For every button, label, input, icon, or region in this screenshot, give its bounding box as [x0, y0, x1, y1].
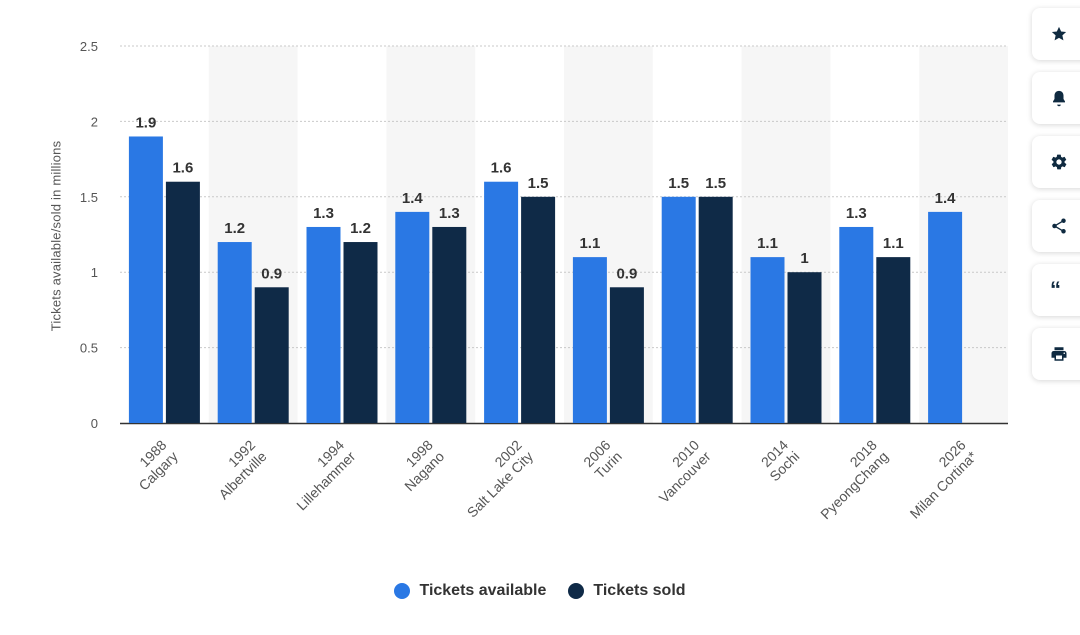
data-label-sold: 1.5	[528, 175, 549, 192]
bar-tickets-available	[661, 196, 696, 423]
y-tick-label: 2	[91, 114, 98, 129]
side-toolbar: “	[1032, 8, 1080, 380]
data-label-sold: 1.1	[883, 235, 904, 252]
bell-icon	[1053, 90, 1065, 107]
bar-tickets-available	[928, 211, 963, 423]
bar-tickets-available	[395, 211, 430, 423]
settings-button[interactable]	[1032, 136, 1080, 188]
bar-tickets-available	[306, 226, 341, 423]
legend-label-available: Tickets available	[419, 582, 547, 599]
y-tick-label: 0.5	[80, 341, 98, 356]
share-icon	[1052, 218, 1066, 234]
legend-item-tickets-available[interactable]: Tickets available	[394, 582, 546, 600]
chart-area: 0 0.5 1 1.5 2 2.5 1.9 1.6 1988 Calgary 1.2 0.9 1992 A…	[48, 39, 1008, 523]
bar-tickets-sold	[521, 196, 556, 423]
y-tick-label: 1.5	[80, 190, 98, 205]
y-axis-label: Tickets available/sold in millions	[48, 140, 64, 332]
quote-icon: “	[1050, 277, 1061, 302]
data-label-sold: 1.5	[705, 175, 726, 192]
bar-tickets-sold	[698, 196, 733, 423]
legend: Tickets available Tickets sold	[0, 582, 1080, 600]
data-label-sold: 1	[800, 250, 808, 267]
data-label-available: 1.3	[846, 205, 867, 222]
star-icon	[1051, 26, 1067, 41]
bar-tickets-available	[839, 226, 874, 423]
data-label-sold: 1.3	[439, 205, 460, 222]
gear-icon	[1051, 154, 1067, 170]
bar-tickets-sold	[609, 287, 644, 423]
bar-tickets-sold	[343, 242, 378, 423]
notification-button[interactable]	[1032, 72, 1080, 124]
cite-button[interactable]: “	[1032, 264, 1080, 316]
data-label-available: 1.4	[402, 190, 424, 207]
share-button[interactable]	[1032, 200, 1080, 252]
data-label-sold: 1.2	[350, 220, 371, 237]
bar-tickets-sold	[165, 181, 200, 423]
y-tick-label: 0	[91, 416, 98, 431]
bar-tickets-sold	[876, 257, 911, 423]
data-label-sold: 0.9	[616, 265, 637, 282]
legend-swatch-sold	[568, 583, 585, 599]
data-label-available: 1.9	[135, 114, 156, 131]
data-label-sold: 0.9	[261, 265, 282, 282]
print-button[interactable]	[1032, 328, 1080, 380]
bar-tickets-available	[128, 136, 163, 424]
favorite-button[interactable]	[1032, 8, 1080, 60]
legend-label-sold: Tickets sold	[593, 582, 686, 599]
bar-tickets-sold	[787, 272, 822, 423]
legend-swatch-available	[394, 583, 411, 599]
data-label-available: 1.4	[935, 190, 957, 207]
data-label-available: 1.5	[668, 175, 689, 192]
bar-tickets-available	[750, 257, 785, 423]
bar-tickets-available	[572, 257, 607, 423]
bar-tickets-sold	[254, 287, 289, 423]
y-tick-label: 2.5	[80, 39, 98, 54]
bar-tickets-available	[484, 181, 519, 423]
data-label-available: 1.1	[579, 235, 600, 252]
data-label-available: 1.1	[757, 235, 778, 252]
data-label-sold: 1.6	[172, 160, 193, 177]
data-label-available: 1.3	[313, 205, 334, 222]
data-label-available: 1.6	[491, 160, 512, 177]
legend-item-tickets-sold[interactable]: Tickets sold	[568, 582, 686, 600]
data-label-available: 1.2	[224, 220, 245, 237]
print-icon	[1051, 347, 1067, 361]
y-tick-label: 1	[91, 265, 98, 280]
bar-tickets-sold	[432, 226, 467, 423]
bar-tickets-available	[217, 242, 252, 423]
